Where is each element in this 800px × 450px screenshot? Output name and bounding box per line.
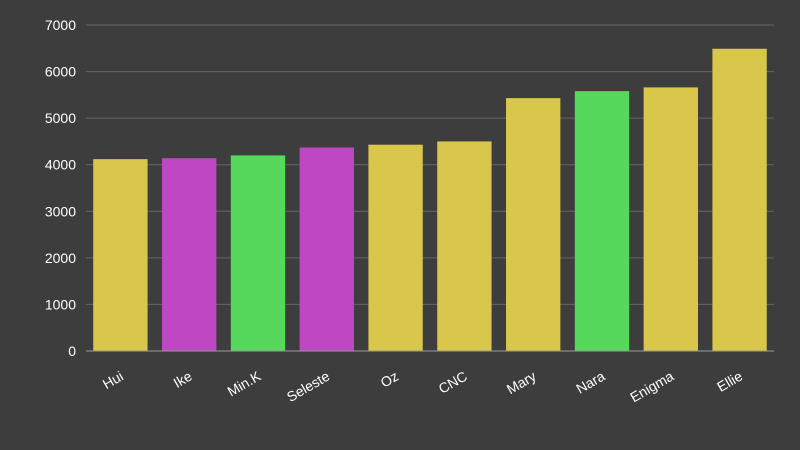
bar-ike [162,158,217,351]
x-axis-ticks: Hui Ike Min.K Seleste Oz CNC Mary Nara Enigma Ell… [100,367,746,405]
x-tick-label: CNC [436,368,470,397]
x-tick-label: Hui [100,368,126,392]
x-tick-label: Seleste [284,368,333,405]
bar-hui [93,159,148,351]
bar-ellie [712,48,767,351]
bar-mary [506,98,561,351]
bar-seleste [299,147,354,351]
y-tick-label: 0 [68,343,76,359]
y-tick-label: 4000 [45,157,76,173]
x-tick-label: Min.K [224,367,264,399]
y-axis-ticks: 0 1000 2000 3000 4000 5000 6000 7000 [45,17,76,359]
y-tick-label: 3000 [45,203,76,219]
y-tick-label: 5000 [45,110,76,126]
bar-min-k [230,155,286,351]
y-tick-label: 6000 [45,64,76,80]
x-tick-label: Oz [378,368,401,391]
x-tick-label: Enigma [627,368,676,406]
y-tick-label: 2000 [45,250,76,266]
bar-oz [368,144,423,351]
y-tick-label: 1000 [45,296,76,312]
bars [93,48,767,352]
x-tick-label: Ike [171,368,195,391]
bar-nara [574,91,630,351]
x-tick-label: Nara [573,368,607,397]
y-tick-label: 7000 [45,17,76,33]
x-tick-label: Ellie [714,368,745,395]
bar-enigma [643,87,698,352]
x-tick-label: Mary [504,368,539,397]
bar-cnc [437,141,492,351]
